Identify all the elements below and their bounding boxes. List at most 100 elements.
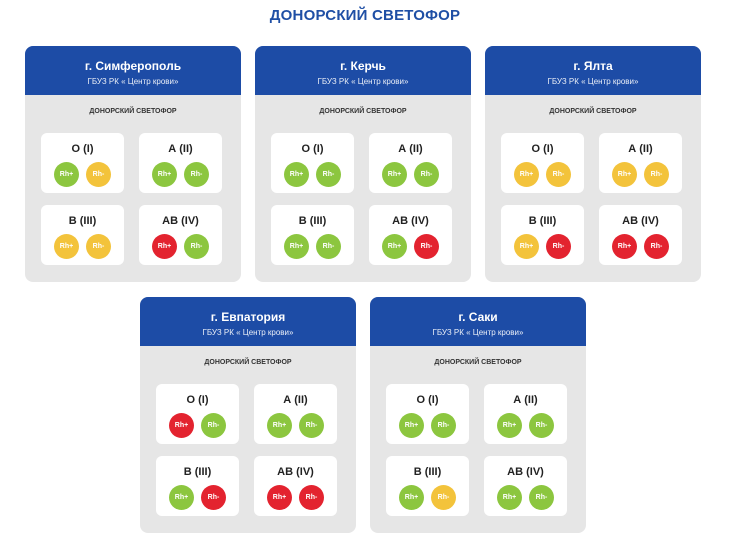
blood-group-label: О (I) <box>416 394 439 406</box>
rh-indicators: Rh+ Rh- <box>156 485 239 510</box>
blood-group-label: В (III) <box>68 215 97 227</box>
city-name: г. Евпатория <box>210 310 286 324</box>
rh-negative-indicator: Rh- <box>546 234 571 259</box>
card-subtitle: ДОНОРСКИЙ СВЕТОФОР <box>549 108 637 115</box>
blood-group-grid: О (I) Rh+ Rh- А (II) Rh+ Rh- В (III) Rh+ Rh- АВ (… <box>255 133 471 282</box>
blood-group-cell: В (III) Rh+ Rh- <box>271 205 354 265</box>
rh-indicators: Rh+ Rh- <box>41 162 124 187</box>
rh-indicators: Rh+ Rh- <box>156 413 239 438</box>
blood-group-label: О (I) <box>301 143 324 155</box>
rh-negative-indicator: Rh- <box>529 413 554 438</box>
blood-group-cell: А (II) Rh+ Rh- <box>599 133 682 193</box>
rh-positive-indicator: Rh+ <box>612 162 637 187</box>
blood-group-label: АВ (IV) <box>622 215 659 227</box>
rh-positive-indicator: Rh+ <box>152 162 177 187</box>
rh-positive-indicator: Rh+ <box>54 162 79 187</box>
rh-indicators: Rh+ Rh- <box>386 413 469 438</box>
rh-negative-indicator: Rh- <box>644 234 669 259</box>
rh-negative-indicator: Rh- <box>431 485 456 510</box>
rh-indicators: Rh+ Rh- <box>501 234 584 259</box>
rh-positive-indicator: Rh+ <box>497 485 522 510</box>
rh-positive-indicator: Rh+ <box>612 234 637 259</box>
city-card: г. Керчь ГБУЗ РК « Центр крови» ДОНОРСКИЙ … <box>255 46 471 282</box>
card-header: г. Ялта ГБУЗ РК « Центр крови» <box>485 46 701 95</box>
rh-negative-indicator: Rh- <box>299 485 324 510</box>
blood-group-cell: А (II) Rh+ Rh- <box>369 133 452 193</box>
blood-group-label: АВ (IV) <box>277 466 314 478</box>
rh-negative-indicator: Rh- <box>431 413 456 438</box>
city-name: г. Ялта <box>573 59 613 73</box>
rh-negative-indicator: Rh- <box>529 485 554 510</box>
blood-group-label: А (II) <box>398 143 423 155</box>
blood-group-label: А (II) <box>168 143 193 155</box>
card-subtitle: ДОНОРСКИЙ СВЕТОФОР <box>319 108 407 115</box>
card-subtitle: ДОНОРСКИЙ СВЕТОФОР <box>89 108 177 115</box>
blood-group-label: А (II) <box>513 394 538 406</box>
rh-indicators: Rh+ Rh- <box>139 162 222 187</box>
rh-negative-indicator: Rh- <box>546 162 571 187</box>
blood-group-cell: А (II) Rh+ Rh- <box>484 384 567 444</box>
rh-negative-indicator: Rh- <box>316 162 341 187</box>
blood-group-label: АВ (IV) <box>507 466 544 478</box>
card-header: г. Симферополь ГБУЗ РК « Центр крови» <box>25 46 241 95</box>
card-subtitle: ДОНОРСКИЙ СВЕТОФОР <box>434 359 522 366</box>
rh-positive-indicator: Rh+ <box>54 234 79 259</box>
blood-group-grid: О (I) Rh+ Rh- А (II) Rh+ Rh- В (III) Rh+ Rh- АВ (… <box>485 133 701 282</box>
blood-group-label: А (II) <box>283 394 308 406</box>
rh-negative-indicator: Rh- <box>299 413 324 438</box>
rh-positive-indicator: Rh+ <box>152 234 177 259</box>
rh-indicators: Rh+ Rh- <box>271 234 354 259</box>
card-header: г. Саки ГБУЗ РК « Центр крови» <box>370 297 586 346</box>
organization-name: ГБУЗ РК « Центр крови» <box>547 77 639 86</box>
blood-group-label: В (III) <box>528 215 557 227</box>
page-title: ДОНОРСКИЙ СВЕТОФОР <box>269 7 461 24</box>
blood-group-cell: АВ (IV) Rh+ Rh- <box>254 456 337 516</box>
blood-group-grid: О (I) Rh+ Rh- А (II) Rh+ Rh- В (III) Rh+ Rh- АВ (… <box>370 384 586 533</box>
rh-indicators: Rh+ Rh- <box>254 413 337 438</box>
blood-group-cell: АВ (IV) Rh+ Rh- <box>599 205 682 265</box>
rh-positive-indicator: Rh+ <box>169 413 194 438</box>
city-name: г. Симферополь <box>84 59 182 73</box>
organization-name: ГБУЗ РК « Центр крови» <box>202 328 294 337</box>
rh-positive-indicator: Rh+ <box>267 413 292 438</box>
rh-positive-indicator: Rh+ <box>284 162 309 187</box>
blood-group-cell: А (II) Rh+ Rh- <box>254 384 337 444</box>
blood-group-cell: В (III) Rh+ Rh- <box>41 205 124 265</box>
blood-group-label: АВ (IV) <box>392 215 429 227</box>
rh-negative-indicator: Rh- <box>86 162 111 187</box>
blood-group-cell: АВ (IV) Rh+ Rh- <box>369 205 452 265</box>
blood-group-label: О (I) <box>71 143 94 155</box>
rh-positive-indicator: Rh+ <box>399 413 424 438</box>
rh-indicators: Rh+ Rh- <box>139 234 222 259</box>
rh-indicators: Rh+ Rh- <box>599 234 682 259</box>
blood-group-label: О (I) <box>186 394 209 406</box>
blood-group-cell: А (II) Rh+ Rh- <box>139 133 222 193</box>
organization-name: ГБУЗ РК « Центр крови» <box>87 77 179 86</box>
blood-group-cell: В (III) Rh+ Rh- <box>501 205 584 265</box>
blood-group-cell: АВ (IV) Rh+ Rh- <box>484 456 567 516</box>
rh-negative-indicator: Rh- <box>86 234 111 259</box>
city-name: г. Саки <box>458 310 498 324</box>
rh-positive-indicator: Rh+ <box>497 413 522 438</box>
rh-negative-indicator: Rh- <box>644 162 669 187</box>
rh-indicators: Rh+ Rh- <box>271 162 354 187</box>
rh-negative-indicator: Rh- <box>201 485 226 510</box>
rh-positive-indicator: Rh+ <box>267 485 292 510</box>
rh-indicators: Rh+ Rh- <box>41 234 124 259</box>
blood-group-cell: В (III) Rh+ Rh- <box>386 456 469 516</box>
rh-negative-indicator: Rh- <box>184 162 209 187</box>
organization-name: ГБУЗ РК « Центр крови» <box>317 77 409 86</box>
blood-group-grid: О (I) Rh+ Rh- А (II) Rh+ Rh- В (III) Rh+ Rh- АВ (… <box>25 133 241 282</box>
blood-group-grid: О (I) Rh+ Rh- А (II) Rh+ Rh- В (III) Rh+ Rh- АВ (… <box>140 384 356 533</box>
card-header: г. Керчь ГБУЗ РК « Центр крови» <box>255 46 471 95</box>
rh-indicators: Rh+ Rh- <box>369 162 452 187</box>
city-card: г. Саки ГБУЗ РК « Центр крови» ДОНОРСКИЙ С… <box>370 297 586 533</box>
rh-negative-indicator: Rh- <box>201 413 226 438</box>
blood-group-label: В (III) <box>413 466 442 478</box>
blood-group-cell: О (I) Rh+ Rh- <box>501 133 584 193</box>
organization-name: ГБУЗ РК « Центр крови» <box>432 328 524 337</box>
rh-negative-indicator: Rh- <box>184 234 209 259</box>
city-card: г. Симферополь ГБУЗ РК « Центр крови» ДОНО… <box>25 46 241 282</box>
rh-indicators: Rh+ Rh- <box>369 234 452 259</box>
rh-negative-indicator: Rh- <box>414 162 439 187</box>
